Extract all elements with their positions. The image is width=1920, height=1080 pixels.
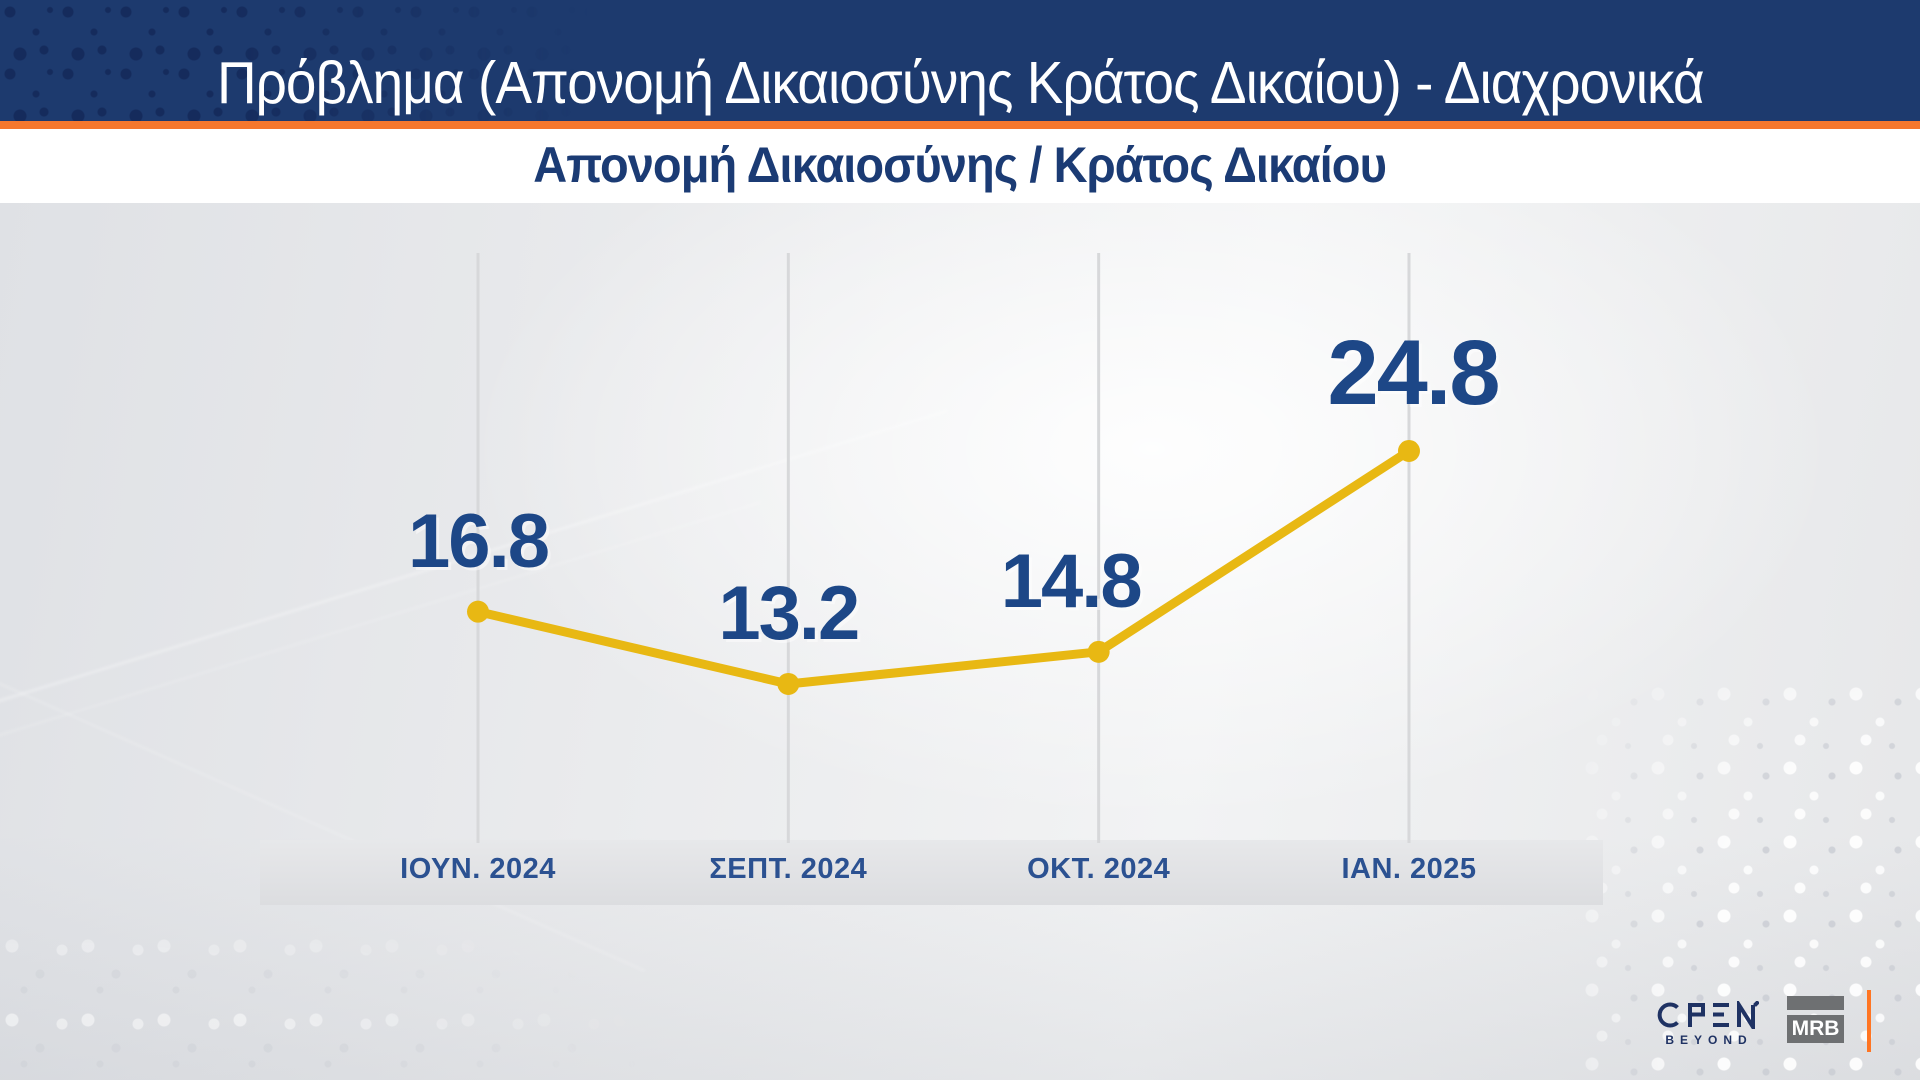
open-tagline: BEYOND: [1665, 1033, 1753, 1047]
mrb-logo: MRB: [1787, 996, 1844, 1043]
mrb-logo-text: MRB: [1787, 1015, 1844, 1043]
page-title: Πρόβλημα (Απονομή Δικαιοσύνης Κράτος Δικ…: [216, 50, 1705, 116]
open-logo-mark: [1657, 1001, 1759, 1029]
header-bar: Πρόβλημα (Απονομή Δικαιοσύνης Κράτος Δικ…: [0, 0, 1920, 121]
subtitle-band: Απονομή Δικαιοσύνης / Κράτος Δικαίου: [0, 129, 1920, 203]
chart-subtitle: Απονομή Δικαιοσύνης / Κράτος Δικαίου: [533, 137, 1388, 193]
header-dot-pattern: [0, 0, 620, 121]
mrb-logo-bar: [1787, 996, 1844, 1010]
speckle-pattern-left: [0, 930, 760, 1080]
orange-divider-mark: [1867, 990, 1871, 1052]
x-axis-band: [260, 840, 1603, 905]
speckle-pattern-right: [1580, 680, 1920, 1080]
accent-divider: [0, 121, 1920, 129]
open-logo: BEYOND: [1652, 1001, 1760, 1047]
